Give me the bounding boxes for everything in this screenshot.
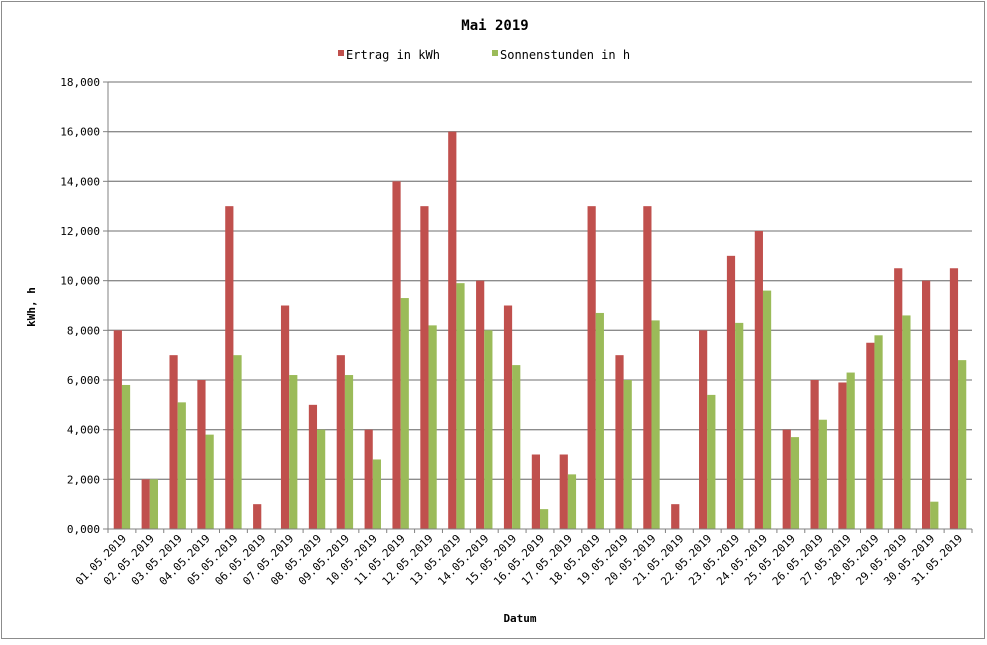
- bar-ertrag: [392, 181, 401, 530]
- bar-ertrag: [225, 206, 234, 529]
- y-tick-label: 2,000: [67, 473, 100, 486]
- y-tick-labels: 0,000 2,000 4,000 6,000 8,000 10,000 12,000 14,…: [60, 76, 100, 536]
- bar-sonnenstunden: [595, 312, 604, 529]
- bar-ertrag: [420, 206, 429, 529]
- bar-sonnenstunden: [149, 479, 159, 529]
- bar-ertrag: [699, 330, 708, 529]
- bar-sonnenstunden: [344, 375, 354, 529]
- y-tick-label: 14,000: [60, 175, 100, 188]
- bar-sonnenstunden: [512, 365, 521, 529]
- bar-ertrag: [503, 305, 513, 529]
- bar-ertrag: [280, 305, 290, 529]
- y-axis-title: kWh, h: [25, 287, 38, 327]
- bar-sonnenstunden: [540, 509, 549, 529]
- bar-ertrag: [308, 404, 318, 529]
- bar-sonnenstunden: [651, 320, 660, 529]
- bar-sonnenstunden: [735, 322, 744, 529]
- bar-ertrag: [810, 380, 819, 529]
- bar-sonnenstunden: [790, 437, 800, 529]
- bar-ertrag: [782, 429, 791, 529]
- legend-label-ertrag: Ertrag in kWh: [346, 48, 440, 62]
- legend-swatch-sonnenstunden: [492, 50, 498, 56]
- bar-ertrag: [559, 454, 568, 529]
- bar-sonnenstunden: [930, 501, 939, 529]
- bar-sonnenstunden: [846, 372, 855, 529]
- bar-ertrag: [141, 479, 150, 529]
- bar-sonnenstunden: [902, 315, 911, 529]
- bars: [113, 131, 967, 530]
- bar-ertrag: [197, 380, 206, 529]
- y-tick-label: 4,000: [67, 424, 100, 437]
- bar-ertrag: [838, 382, 847, 529]
- chart-title: Mai 2019: [461, 18, 528, 34]
- bar-ertrag: [894, 268, 903, 529]
- bar-ertrag: [169, 355, 178, 529]
- bar-sonnenstunden: [205, 434, 214, 529]
- bar-sonnenstunden: [707, 394, 716, 529]
- bar-sonnenstunden: [121, 384, 131, 529]
- bar-ertrag: [921, 280, 931, 529]
- bar-sonnenstunden: [874, 335, 883, 529]
- bar-ertrag: [253, 504, 262, 529]
- bar-ertrag: [643, 206, 652, 529]
- bar-sonnenstunden: [233, 355, 242, 529]
- bar-ertrag: [615, 355, 624, 529]
- bar-sonnenstunden: [428, 325, 437, 529]
- bar-sonnenstunden: [484, 330, 493, 529]
- bar-sonnenstunden: [400, 298, 409, 529]
- bar-ertrag: [754, 231, 763, 529]
- y-tick-label: 18,000: [60, 76, 100, 89]
- bar-ertrag: [476, 280, 485, 529]
- bar-ertrag: [336, 355, 345, 529]
- bar-sonnenstunden: [958, 360, 967, 529]
- gridlines: [103, 81, 972, 530]
- y-tick-label: 6,000: [67, 374, 100, 387]
- bar-sonnenstunden: [289, 375, 298, 529]
- legend-label-sonnenstunden: Sonnenstunden in h: [500, 48, 630, 62]
- y-tick-label: 0,000: [67, 523, 100, 536]
- bar-sonnenstunden: [456, 283, 465, 529]
- bar-sonnenstunden: [177, 402, 186, 529]
- bar-ertrag: [364, 429, 373, 529]
- x-axis-title: Datum: [503, 612, 536, 625]
- legend-swatch-ertrag: [338, 50, 344, 56]
- x-tick-labels: 01.05.201902.05.201903.05.201904.05.2019…: [73, 532, 965, 588]
- bar-sonnenstunden: [762, 290, 772, 529]
- bar-ertrag: [726, 255, 736, 530]
- y-tick-label: 8,000: [67, 324, 100, 337]
- bar-ertrag: [866, 342, 875, 529]
- y-tick-label: 10,000: [60, 275, 100, 288]
- bar-sonnenstunden: [567, 474, 577, 529]
- bar-ertrag: [448, 131, 457, 529]
- bar-ertrag: [671, 504, 680, 529]
- bar-sonnenstunden: [317, 429, 326, 529]
- bar-sonnenstunden: [623, 380, 632, 529]
- bar-ertrag: [113, 330, 122, 529]
- bar-ertrag: [531, 454, 540, 529]
- y-tick-label: 16,000: [60, 126, 100, 139]
- bar-ertrag: [587, 206, 596, 529]
- axes: [107, 82, 973, 533]
- legend: Ertrag in kWh Sonnenstunden in h: [338, 48, 630, 62]
- bar-sonnenstunden: [372, 459, 381, 529]
- y-tick-label: 12,000: [60, 225, 100, 238]
- bar-sonnenstunden: [818, 419, 827, 529]
- bar-ertrag: [949, 268, 959, 529]
